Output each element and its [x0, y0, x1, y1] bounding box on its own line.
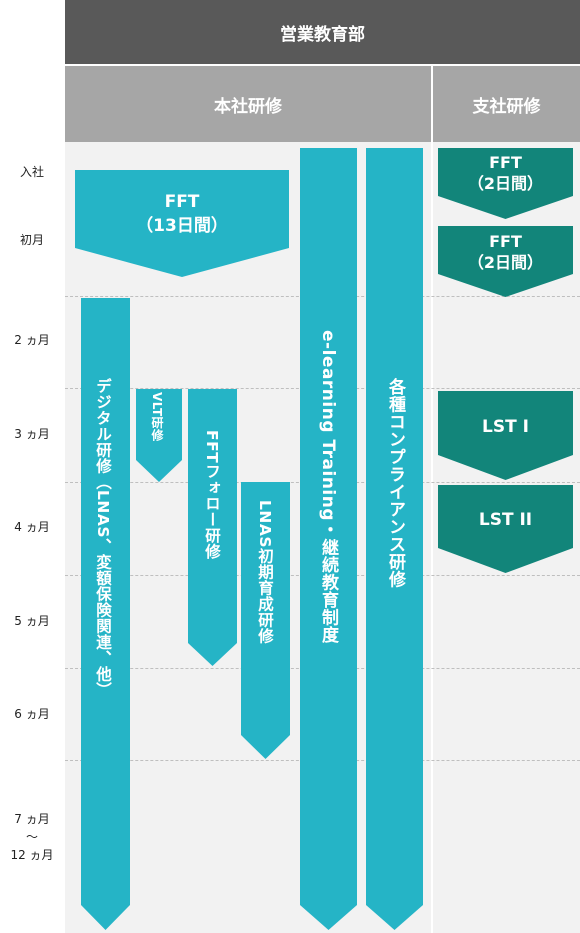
- branch-fft2-duration: （2日間）: [467, 253, 544, 272]
- period-label: 5 ヵ月: [14, 614, 50, 628]
- branch-fft2-title: FFT: [489, 232, 522, 251]
- digital-training-label: デジタル研修（LNAS、変額保険関連、他）: [94, 378, 112, 699]
- branch-header: 支社研修: [433, 66, 580, 142]
- branch-fft1-label: FFT （2日間）: [438, 150, 573, 196]
- compliance-label: 各種コンプライアンス研修: [385, 378, 405, 588]
- fft-duration: （13日間）: [136, 216, 228, 236]
- period-label: 初月: [19, 233, 44, 247]
- period-label: 7 ヵ月: [14, 812, 50, 826]
- branch-fft1-duration: （2日間）: [467, 174, 544, 193]
- branch-fft1-title: FFT: [489, 153, 522, 172]
- elearning-arrow: [300, 148, 357, 930]
- fft-follow-arrow: [188, 389, 237, 666]
- vlt-training-label: VLT研修: [150, 392, 164, 442]
- fft-13day-arrow: [75, 170, 289, 277]
- period-label: 3 ヵ月: [14, 427, 50, 441]
- digital-training-arrow: [81, 298, 130, 930]
- fft-title: FFT: [164, 192, 200, 212]
- department-header: 営業教育部: [65, 0, 580, 64]
- elearning-label: e-learning Training・継続教育制度: [318, 330, 338, 644]
- period-label: ～: [25, 830, 38, 844]
- period-label: 4 ヵ月: [14, 520, 50, 534]
- period-label: 6 ヵ月: [14, 707, 50, 721]
- lnas-training-label: LNAS初期育成研修: [256, 500, 274, 645]
- lst2-label: LST II: [478, 510, 533, 530]
- period-label: 入社: [19, 165, 44, 179]
- branch-fft2-label: FFT （2日間）: [438, 229, 573, 275]
- fft-follow-label: FFTフォロー研修: [203, 430, 221, 560]
- branch-fft2-arrow: [438, 226, 573, 297]
- fft-13day-label: FFT （13日間）: [75, 186, 289, 242]
- vlt-training-arrow: [136, 389, 182, 482]
- period-label: 12 ヵ月: [10, 848, 54, 862]
- compliance-arrow: [366, 148, 423, 930]
- head-office-header: 本社研修: [65, 66, 431, 142]
- branch-fft1-arrow: [438, 148, 573, 219]
- lst1-label: LST I: [482, 417, 529, 437]
- lnas-training-arrow: [241, 482, 290, 759]
- period-label: 2 ヵ月: [14, 333, 50, 347]
- lst2-arrow: [438, 485, 573, 573]
- lst1-arrow: [438, 391, 573, 480]
